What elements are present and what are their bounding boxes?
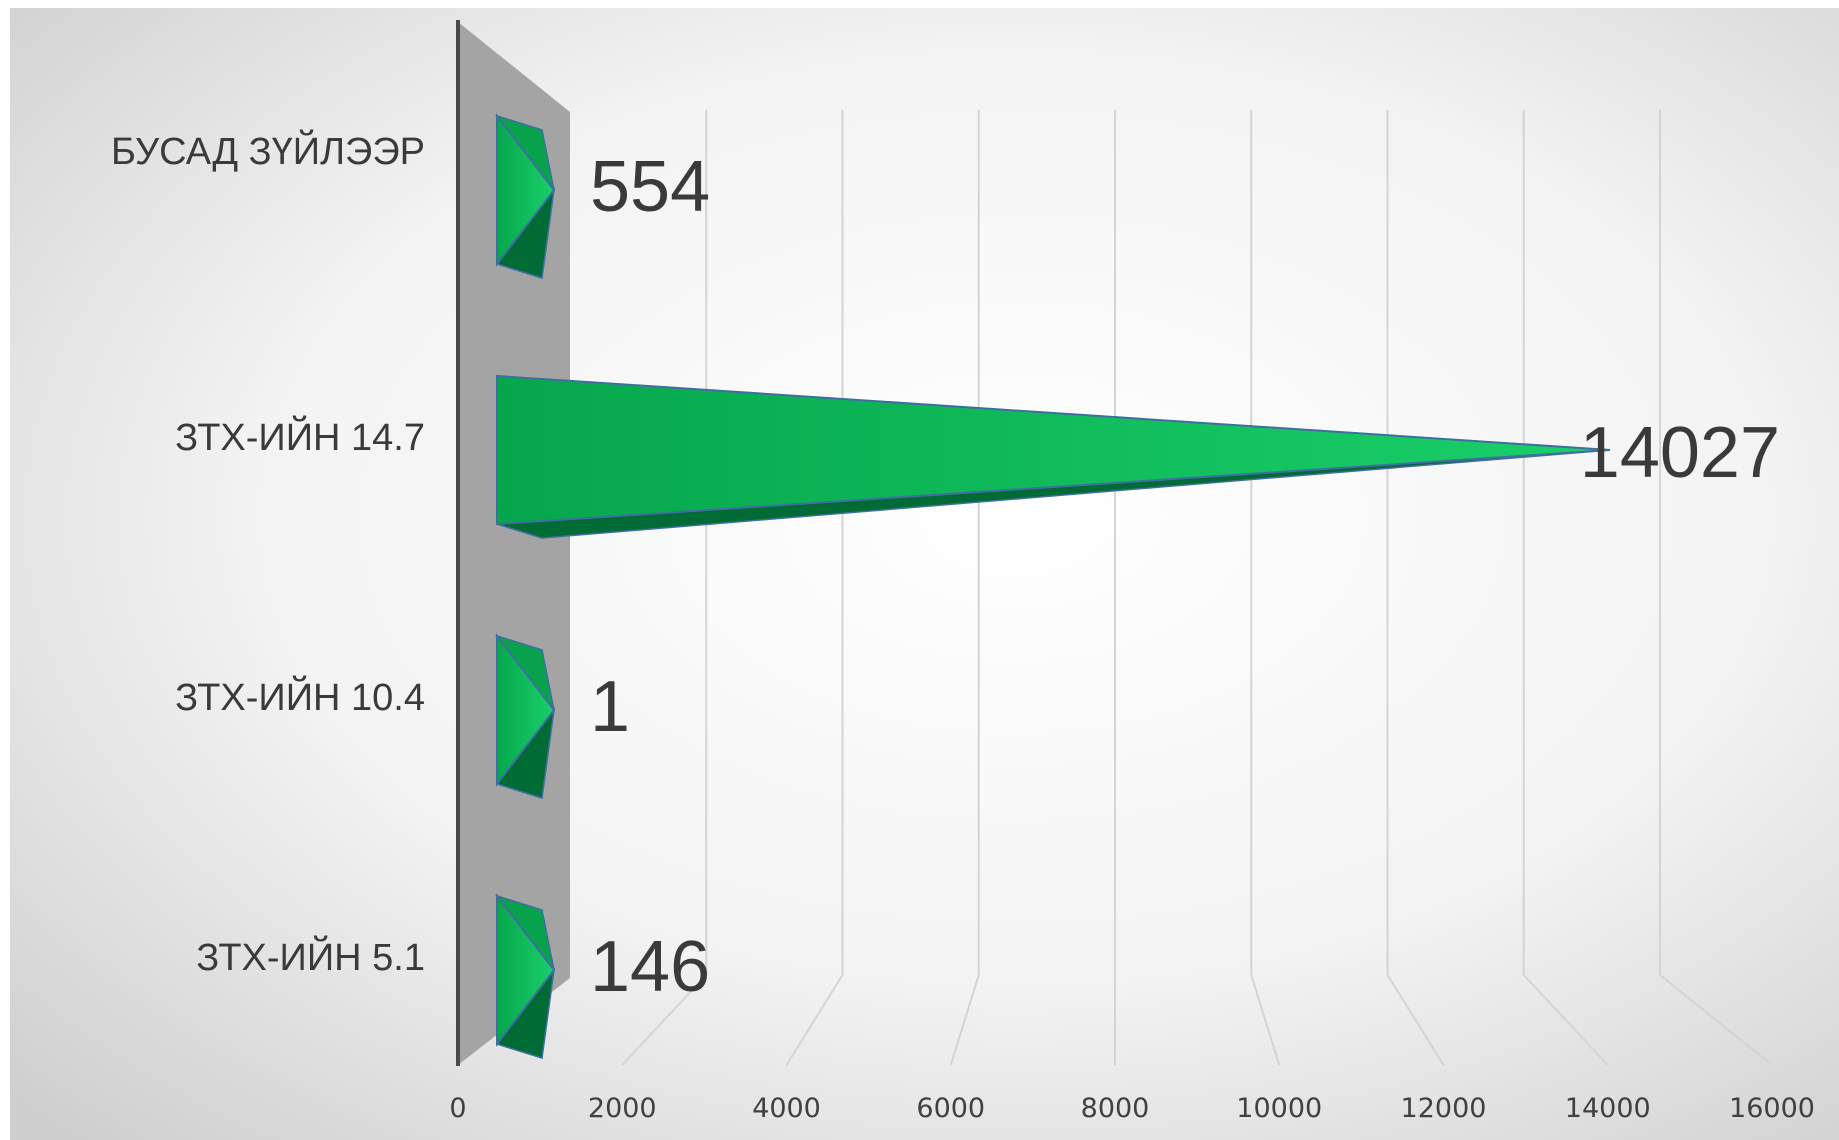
bar-front-face — [496, 633, 556, 787]
x-tick-label: 14000 — [1565, 1093, 1651, 1124]
floor-gridline — [1386, 974, 1445, 1066]
bar — [494, 633, 556, 800]
bar — [494, 113, 556, 280]
floor-gridline — [785, 974, 844, 1066]
x-tick-label: 8000 — [1081, 1093, 1150, 1124]
floor-gridline — [949, 974, 980, 1066]
floor-gridline — [1250, 974, 1281, 1066]
floor-gridline — [621, 974, 707, 1066]
bar — [496, 374, 1611, 540]
side-wall — [458, 22, 570, 1065]
x-tick-label: 2000 — [588, 1093, 657, 1124]
x-tick-label: 6000 — [916, 1093, 985, 1124]
chart-background — [10, 8, 1839, 1140]
x-tick-label: 12000 — [1401, 1093, 1487, 1124]
floor-gridline — [1523, 974, 1609, 1066]
bar — [494, 893, 556, 1060]
x-tick-label: 16000 — [1729, 1093, 1815, 1124]
category-label: ЗТХ-ИЙН 10.4 — [175, 674, 425, 719]
category-label: ЗТХ-ИЙН 5.1 — [196, 934, 425, 979]
x-tick-label: 0 — [449, 1093, 466, 1124]
x-tick-label: 4000 — [752, 1093, 821, 1124]
category-label: ЗТХ-ИЙН 14.7 — [175, 414, 425, 459]
data-label: 1 — [590, 667, 630, 747]
bar-front-face — [496, 113, 556, 267]
bar-front-face — [496, 374, 1611, 526]
bar-front-face — [496, 893, 556, 1047]
data-label: 14027 — [1580, 413, 1780, 493]
category-label: БУСАД ЗҮЙЛЭЭР — [111, 128, 425, 173]
data-label: 554 — [590, 147, 710, 227]
floor-gridline — [1659, 974, 1773, 1066]
data-label: 146 — [590, 927, 710, 1007]
x-tick-label: 10000 — [1236, 1093, 1322, 1124]
